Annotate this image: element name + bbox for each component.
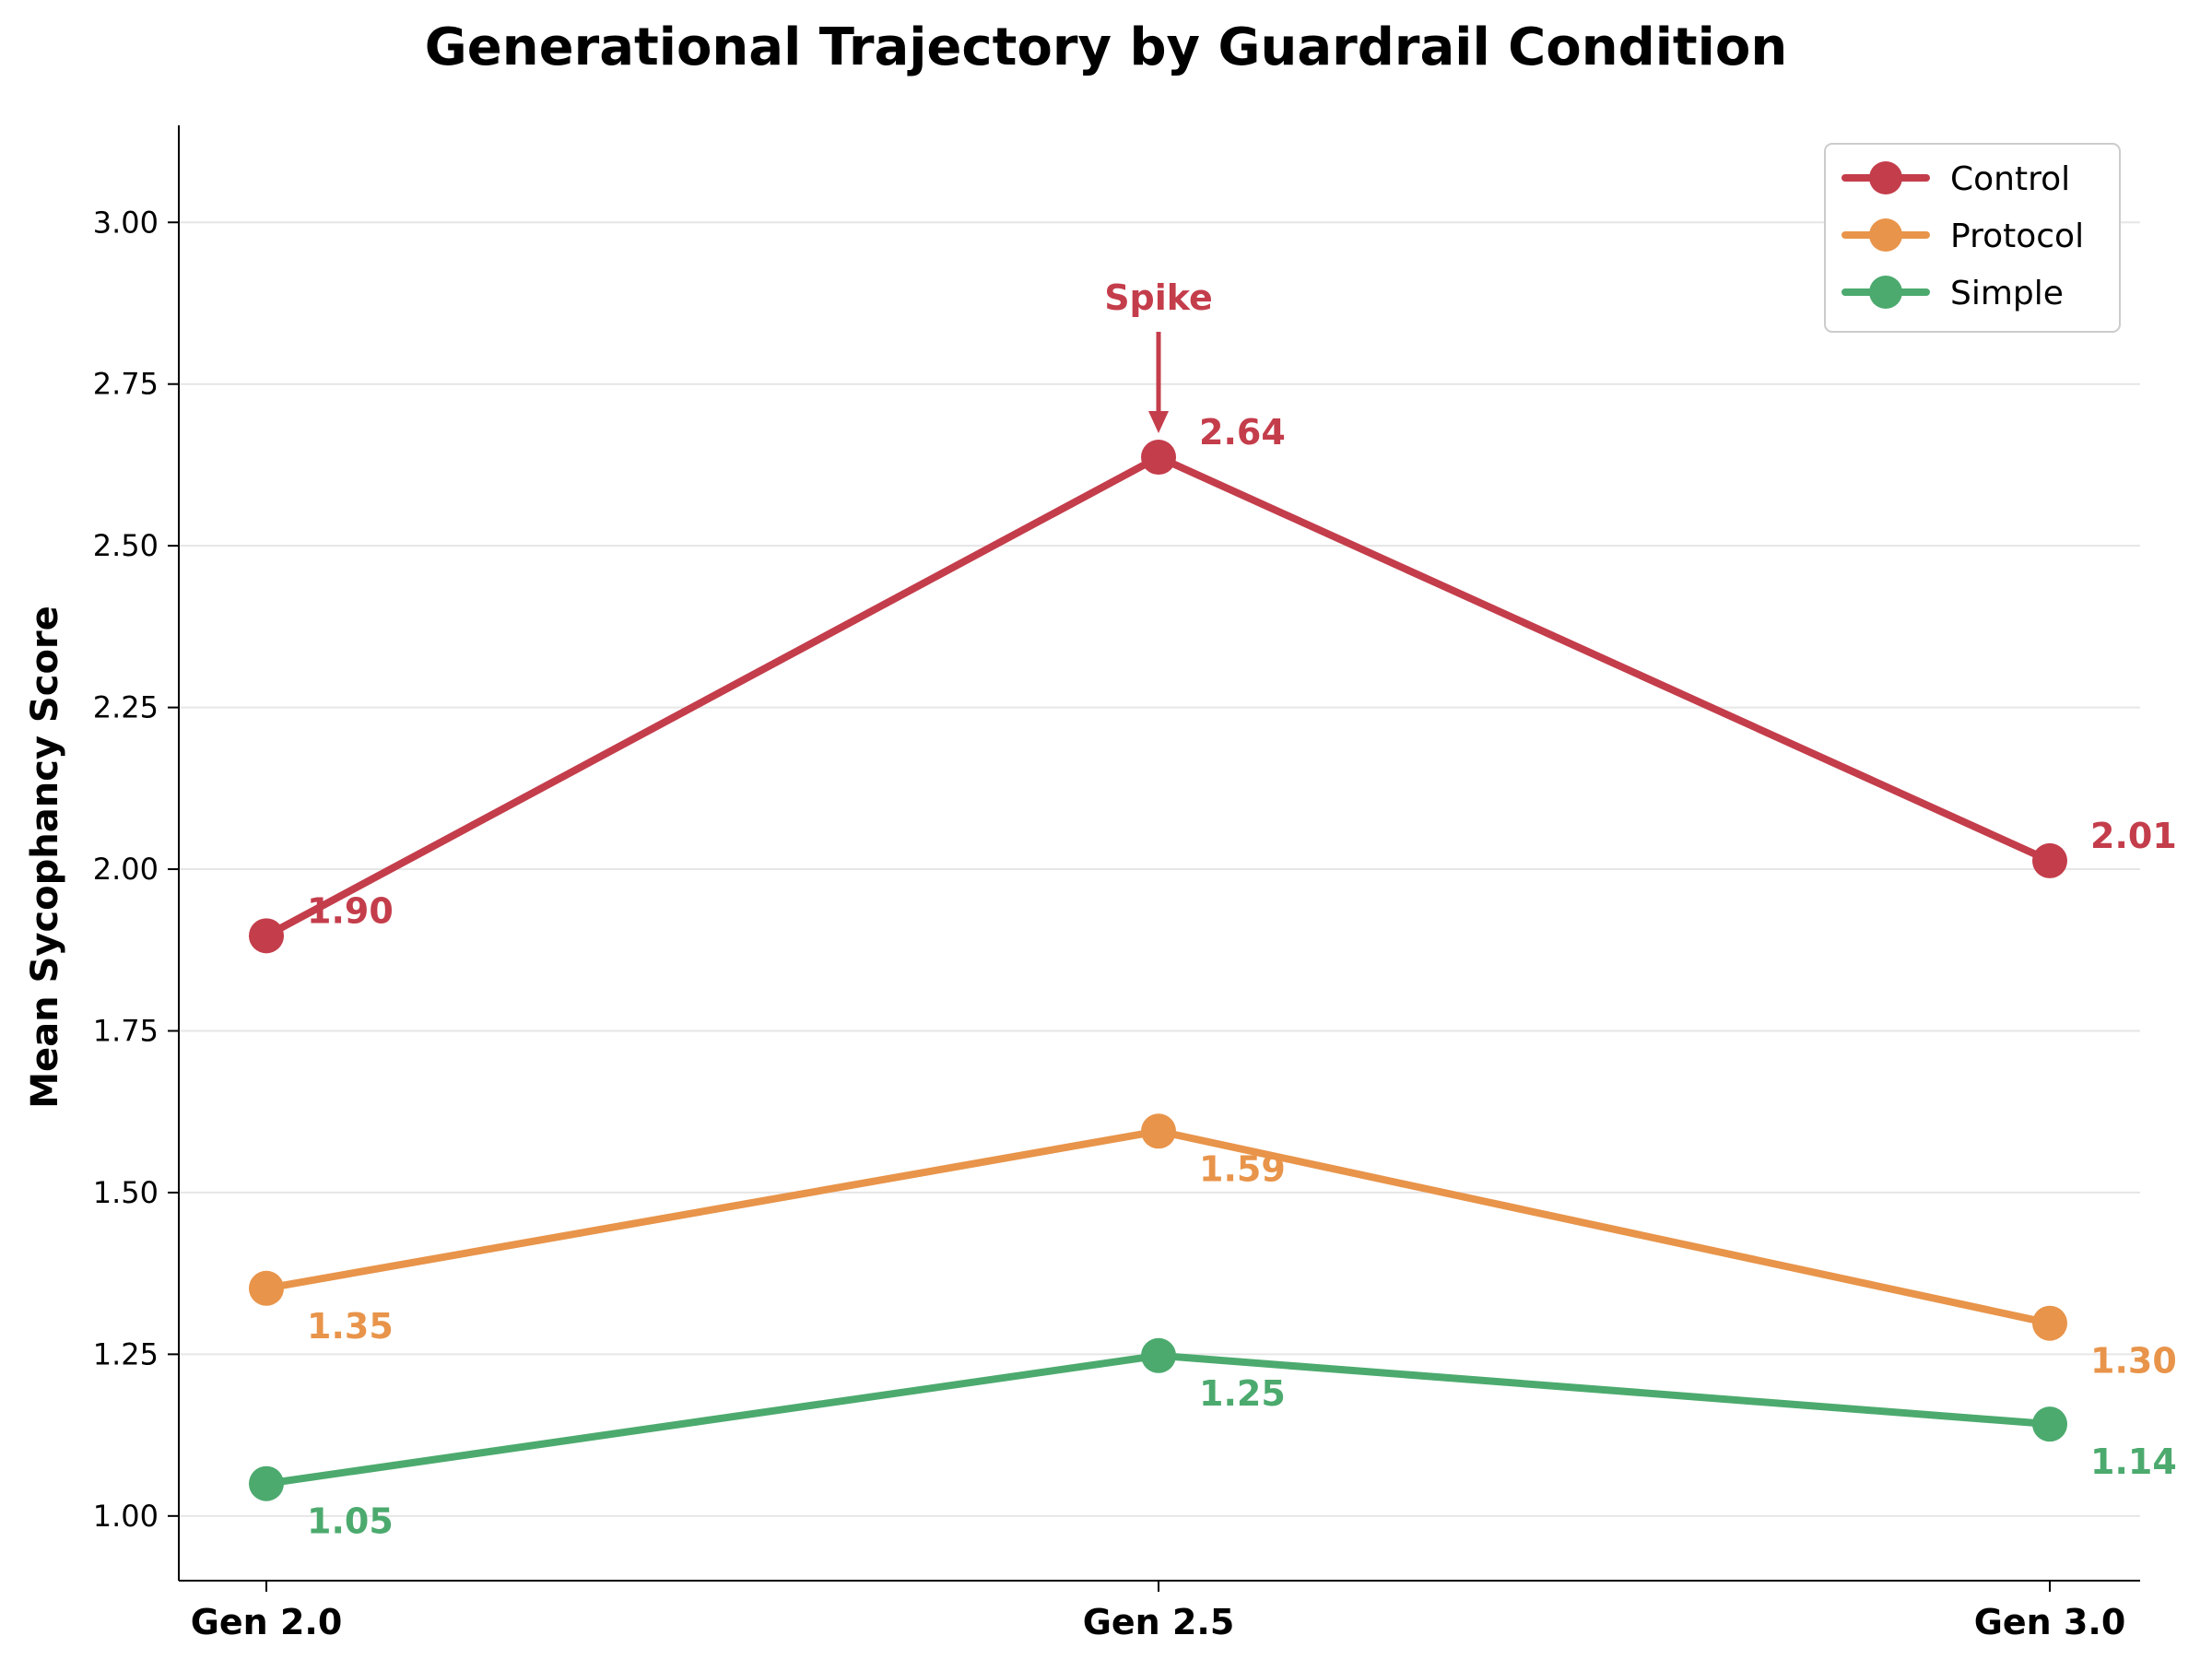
data-label-control: 2.01 (2090, 816, 2177, 856)
y-axis: 1.00 1.25 1.50 1.75 2.00 2.25 2.50 2.75 3.00 (93, 205, 179, 1534)
data-point-control (2032, 842, 2067, 878)
data-point-simple (2032, 1406, 2067, 1442)
legend-label-protocol: Protocol (1950, 218, 2084, 255)
legend-label-control: Control (1950, 160, 2070, 198)
y-tick-label: 2.25 (93, 690, 159, 725)
data-label-protocol: 1.35 (307, 1306, 394, 1347)
annotation-layer: Spike (1104, 277, 1213, 434)
data-label-simple: 1.05 (307, 1501, 394, 1542)
annotation-spike: Spike (1104, 277, 1213, 318)
data-label-control: 2.64 (1199, 412, 1286, 453)
legend-item-simple: Simple (1841, 275, 2064, 312)
y-tick-label: 1.00 (93, 1499, 159, 1534)
data-point-protocol (249, 1270, 284, 1306)
series-line-control (263, 453, 2053, 940)
y-tick-label: 2.00 (93, 852, 159, 887)
x-tick-label: Gen 2.5 (1083, 1602, 1235, 1642)
data-point-simple (249, 1465, 284, 1501)
data-label-protocol: 1.30 (2090, 1341, 2177, 1382)
x-tick-label: Gen 2.0 (191, 1602, 343, 1642)
y-tick-label: 1.25 (93, 1336, 159, 1371)
series-line-protocol (263, 1127, 2053, 1327)
series-line-simple (263, 1351, 2053, 1488)
legend-marker-control (1869, 161, 1902, 194)
y-tick-label: 2.50 (93, 528, 159, 563)
plot-area (249, 440, 2067, 1501)
legend-marker-protocol (1869, 218, 1902, 252)
data-label-control: 1.90 (307, 890, 394, 931)
data-point-protocol (2032, 1305, 2067, 1341)
y-tick-label: 1.50 (93, 1175, 159, 1210)
data-label-protocol: 1.59 (1199, 1148, 1286, 1189)
y-axis-label: Mean Sycophancy Score (24, 606, 66, 1109)
x-tick-label: Gen 3.0 (1974, 1602, 2126, 1642)
data-label-simple: 1.25 (1199, 1373, 1286, 1414)
data-point-control (1141, 440, 1176, 476)
data-label-simple: 1.14 (2090, 1441, 2177, 1482)
data-point-control (249, 918, 284, 954)
data-point-protocol (1141, 1113, 1176, 1149)
legend-label-simple: Simple (1950, 275, 2064, 312)
axis-spines (178, 125, 2140, 1582)
legend: Control Protocol Simple (1824, 143, 2121, 333)
x-axis: Gen 2.0 Gen 2.5 Gen 3.0 (191, 1581, 2126, 1642)
chart-title: Generational Trajectory by Guardrail Con… (425, 18, 1787, 77)
gridlines (179, 221, 2140, 1517)
data-point-simple (1141, 1337, 1176, 1373)
y-tick-label: 2.75 (93, 367, 159, 402)
y-tick-label: 1.75 (93, 1013, 159, 1048)
legend-item-protocol: Protocol (1841, 218, 2084, 255)
annotation-arrow-head (1148, 411, 1169, 434)
legend-marker-simple (1869, 276, 1902, 309)
data-labels: 1.90 2.64 2.01 1.35 1.59 1.30 1.05 1.25 1.14 (307, 412, 2177, 1542)
y-tick-label: 3.00 (93, 205, 159, 240)
legend-item-control: Control (1841, 160, 2070, 198)
